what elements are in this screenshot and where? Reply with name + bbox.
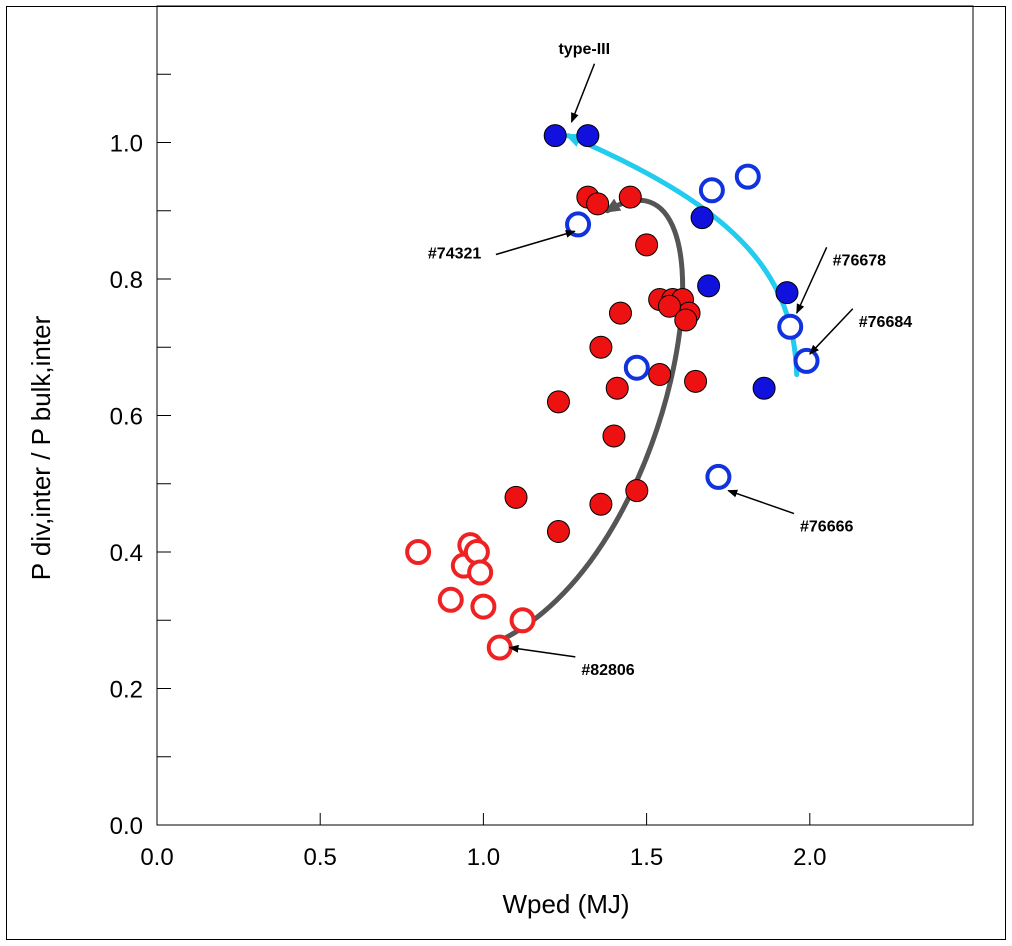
- annotation-label: #76678: [833, 252, 886, 269]
- annotation-arrow: [508, 644, 576, 658]
- x-tick-label: 0.5: [304, 844, 337, 871]
- data-point-filled: [543, 124, 567, 148]
- data-point-open: [565, 211, 592, 238]
- annotation-label: type-III: [558, 41, 610, 58]
- trend-arrow: [497, 198, 686, 644]
- data-point-filled: [775, 281, 799, 305]
- x-axis-title: Wped (MJ): [502, 889, 629, 919]
- annotation-arrow: [796, 247, 828, 315]
- data-point-filled: [635, 233, 659, 257]
- data-point-filled: [618, 185, 642, 209]
- data-point-open: [734, 163, 761, 190]
- data-point-filled: [690, 206, 714, 230]
- data-point-filled: [625, 479, 649, 503]
- data-point-open: [777, 313, 804, 340]
- annotation-arrow: [570, 63, 596, 123]
- data-point-filled: [576, 124, 600, 148]
- data-point-filled: [657, 294, 681, 318]
- data-point-filled: [752, 376, 776, 400]
- data-point-filled: [602, 424, 626, 448]
- annotation-label: #76684: [859, 314, 912, 331]
- data-points: [405, 124, 820, 661]
- data-point-open: [405, 539, 432, 565]
- annotations: type-III #74321 #76678 #76684 #76666 #82806: [428, 41, 912, 679]
- plot-area: [156, 5, 974, 826]
- data-point-filled: [674, 308, 698, 332]
- data-point-filled: [504, 485, 528, 509]
- data-point-filled: [648, 363, 672, 387]
- data-point-open: [437, 586, 464, 613]
- data-point-open: [623, 354, 650, 381]
- x-tick-label: 1.5: [630, 844, 663, 871]
- y-axis-title: P div,inter / P bulk,inter: [26, 315, 56, 580]
- trend-arrows: [497, 133, 800, 644]
- y-tick-label: 0.6: [110, 404, 143, 431]
- x-tick-label: 1.0: [467, 844, 500, 871]
- annotation-label: #76666: [800, 519, 853, 536]
- data-point-open: [467, 559, 494, 586]
- x-tick-label: 0.0: [140, 844, 173, 871]
- data-point-filled: [589, 492, 613, 516]
- data-point-filled: [589, 335, 613, 359]
- y-tick-label: 1.0: [110, 131, 143, 158]
- annotation-label: #82806: [581, 662, 634, 679]
- annotation-arrow: [809, 308, 854, 355]
- data-point-filled: [608, 301, 632, 325]
- data-point-open: [793, 347, 820, 374]
- data-point-open: [705, 463, 732, 490]
- data-point-open: [486, 634, 513, 661]
- x-tick-label: 2.0: [793, 844, 826, 871]
- y-tick-label: 0.0: [110, 813, 143, 840]
- data-point-filled: [546, 390, 570, 414]
- annotation-label: #74321: [428, 246, 481, 263]
- y-tick-label: 0.2: [110, 677, 143, 704]
- axis-ticks: 0.0 0.5 1.0 1.5 2.0 0.0 0.2 0.4 0.6 0.8 1.0: [110, 73, 826, 871]
- data-point-open: [470, 593, 497, 620]
- annotation-arrow: [727, 489, 795, 515]
- data-point-open: [463, 539, 490, 565]
- y-tick-label: 0.8: [110, 267, 143, 294]
- annotation-arrow: [495, 229, 576, 256]
- y-tick-label: 0.4: [110, 540, 143, 567]
- data-point-filled: [546, 520, 570, 544]
- data-point-open: [698, 177, 725, 204]
- data-point-filled: [697, 274, 721, 298]
- data-point-filled: [684, 369, 708, 393]
- data-point-open: [509, 607, 536, 634]
- data-point-filled: [605, 376, 629, 400]
- data-point-filled: [586, 192, 610, 216]
